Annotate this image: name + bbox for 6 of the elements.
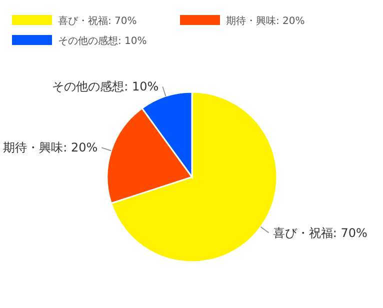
legend-label: 期待・興味: 20% — [226, 15, 305, 27]
slice-label: その他の感想: 10% — [52, 80, 159, 94]
legend-label: その他の感想: 10% — [58, 35, 147, 47]
slice-label: 喜び・祝福: 70% — [272, 226, 368, 240]
slice-label: 期待・興味: 20% — [3, 140, 98, 155]
legend-label: 喜び・祝福: 70% — [58, 15, 137, 27]
